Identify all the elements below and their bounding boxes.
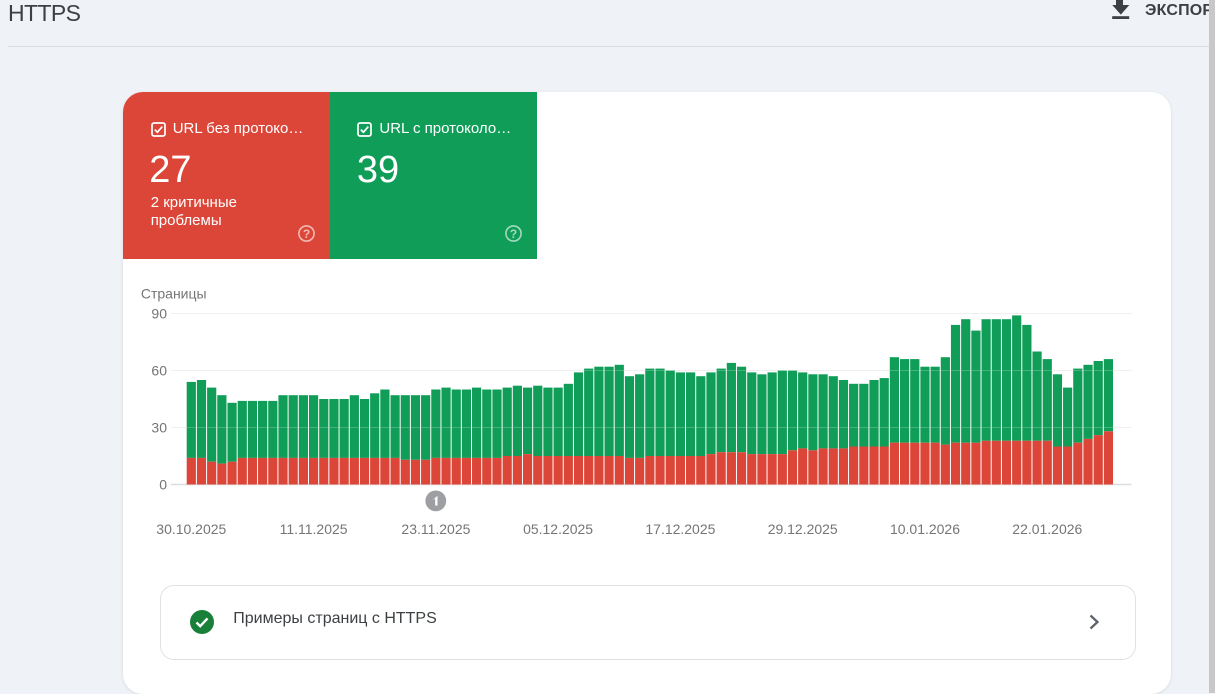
svg-text:Страницы: Страницы — [141, 286, 207, 302]
svg-text:05.12.2025: 05.12.2025 — [523, 521, 593, 537]
svg-text:17.12.2025: 17.12.2025 — [645, 521, 715, 537]
svg-text:?: ? — [510, 227, 517, 241]
svg-text:90: 90 — [151, 306, 167, 322]
svg-text:60: 60 — [151, 362, 167, 378]
svg-text:0: 0 — [159, 476, 167, 492]
svg-text:30: 30 — [151, 419, 167, 435]
svg-text:11.11.2025: 11.11.2025 — [279, 521, 347, 537]
svg-text:30.10.2025: 30.10.2025 — [156, 521, 226, 537]
svg-text:23.11.2025: 23.11.2025 — [401, 521, 470, 537]
svg-text:10.01.2026: 10.01.2026 — [890, 521, 960, 537]
svg-text:?: ? — [303, 227, 310, 241]
svg-text:29.12.2025: 29.12.2025 — [767, 521, 837, 537]
svg-text:22.01.2026: 22.01.2026 — [1012, 521, 1082, 537]
